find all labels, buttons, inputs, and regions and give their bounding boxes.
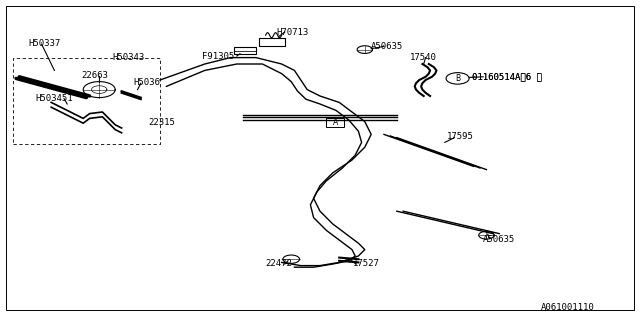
Text: 17595: 17595 <box>447 132 474 141</box>
Text: A50635: A50635 <box>483 235 515 244</box>
Text: A: A <box>333 118 338 127</box>
Text: H503451: H503451 <box>35 94 73 103</box>
Text: 17540: 17540 <box>410 53 436 62</box>
Text: B: B <box>455 74 460 83</box>
Text: H50343: H50343 <box>112 53 144 62</box>
Text: 22315: 22315 <box>148 118 175 127</box>
Text: 22472: 22472 <box>266 260 292 268</box>
Text: F91305: F91305 <box>202 52 234 60</box>
Text: H50337: H50337 <box>29 39 61 48</box>
Text: 17527: 17527 <box>353 260 380 268</box>
Text: A50635: A50635 <box>371 42 403 51</box>
Text: 01160514A（6 ）: 01160514A（6 ） <box>472 72 542 81</box>
Text: A061001110: A061001110 <box>541 303 595 312</box>
Bar <box>234 47 256 54</box>
Bar <box>259 38 285 46</box>
Text: H70713: H70713 <box>276 28 308 36</box>
Text: 22663: 22663 <box>81 71 108 80</box>
Text: H5036: H5036 <box>133 78 160 87</box>
Text: 01160514A（6 ）: 01160514A（6 ） <box>472 72 542 81</box>
